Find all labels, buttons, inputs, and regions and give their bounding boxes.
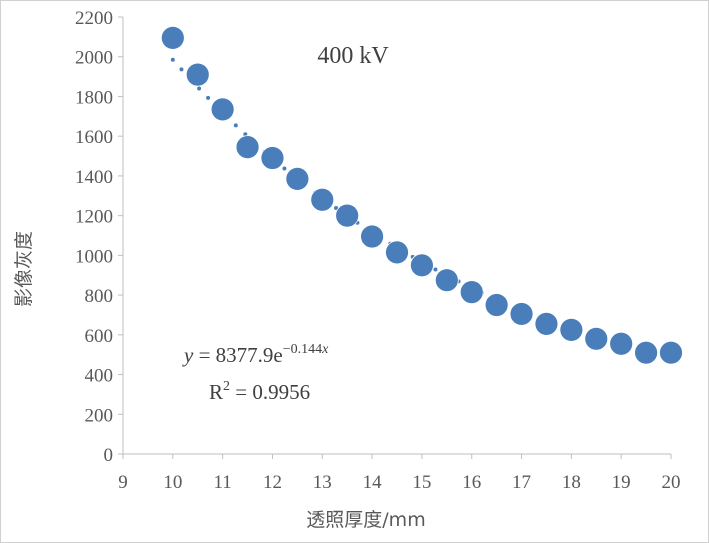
x-tick-label: 11 bbox=[213, 472, 231, 493]
data-point bbox=[609, 331, 634, 356]
y-tick-label: 2000 bbox=[75, 48, 113, 69]
data-point bbox=[160, 25, 185, 50]
data-point bbox=[459, 280, 484, 305]
y-tick-label: 1800 bbox=[75, 87, 113, 108]
y-tick-label: 1600 bbox=[75, 127, 113, 148]
r-squared-r: R bbox=[209, 380, 223, 404]
data-point bbox=[659, 340, 683, 365]
data-point bbox=[484, 293, 509, 317]
y-tick-label: 1000 bbox=[75, 246, 113, 267]
data-point bbox=[260, 146, 285, 170]
equation-exponent-var: x bbox=[321, 342, 329, 357]
data-point bbox=[285, 166, 310, 191]
x-tick-label: 18 bbox=[562, 472, 581, 493]
data-point bbox=[559, 317, 584, 342]
data-point bbox=[534, 311, 559, 336]
chart-title: 400 kV bbox=[317, 43, 389, 69]
data-point bbox=[509, 302, 534, 326]
trend-equation: y = 8377.9e−0.144x bbox=[182, 342, 329, 367]
data-point bbox=[310, 187, 335, 212]
x-tick-label: 12 bbox=[263, 472, 282, 493]
x-tick-label: 9 bbox=[118, 472, 128, 493]
equation-exponent: −0.144 bbox=[283, 342, 322, 357]
equation-y-var: y bbox=[182, 343, 194, 367]
r-squared-value: = 0.9956 bbox=[230, 380, 310, 404]
data-point bbox=[235, 135, 260, 160]
x-tick-label: 19 bbox=[612, 472, 631, 493]
equation-body: = 8377.9e bbox=[193, 343, 282, 367]
trendline-layer bbox=[170, 57, 673, 363]
y-tick-label: 1400 bbox=[75, 167, 113, 188]
x-tick-label: 13 bbox=[313, 472, 332, 493]
x-tick-label: 17 bbox=[512, 472, 531, 493]
points-layer bbox=[160, 25, 683, 365]
y-tick-label: 800 bbox=[85, 286, 114, 307]
x-tick-label: 20 bbox=[662, 472, 681, 493]
axis-layer bbox=[122, 17, 671, 455]
x-tick-label: 16 bbox=[462, 472, 481, 493]
data-point bbox=[335, 203, 360, 228]
y-tick-label: 200 bbox=[85, 405, 114, 426]
r-squared-label: R2 = 0.9956 bbox=[209, 379, 310, 404]
y-tick-label: 600 bbox=[85, 326, 114, 347]
data-point bbox=[360, 224, 384, 249]
data-point bbox=[185, 62, 210, 87]
data-point bbox=[634, 340, 658, 365]
data-point bbox=[434, 268, 459, 293]
y-tick-label: 2200 bbox=[75, 8, 113, 29]
y-tick-label: 400 bbox=[85, 366, 114, 387]
x-tick-label: 15 bbox=[412, 472, 431, 493]
data-point bbox=[210, 97, 235, 122]
x-tick-label: 10 bbox=[163, 472, 182, 493]
data-point bbox=[410, 253, 434, 278]
y-tick-label: 0 bbox=[104, 445, 114, 466]
x-tick-label: 14 bbox=[363, 472, 383, 493]
data-point bbox=[584, 326, 609, 351]
y-tick-label: 1200 bbox=[75, 207, 113, 228]
y-axis-title: 影像灰度 bbox=[13, 231, 35, 307]
r-squared-power: 2 bbox=[223, 379, 230, 394]
data-point bbox=[385, 240, 409, 265]
trendline bbox=[170, 57, 673, 363]
tick-layer: 0200400600800100012001400160018002000220… bbox=[75, 8, 681, 493]
x-axis-title: 透照厚度/mm bbox=[306, 509, 425, 531]
